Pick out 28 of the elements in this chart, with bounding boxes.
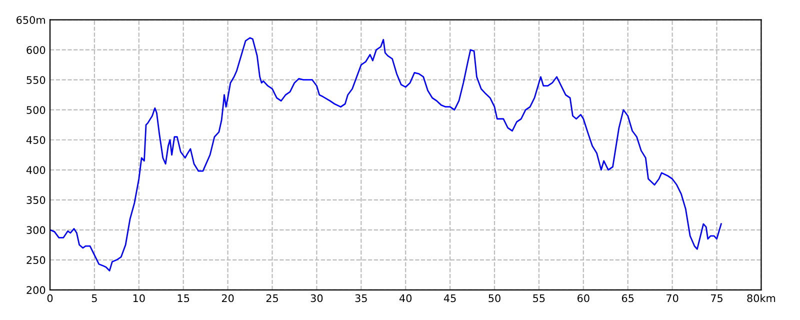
y-tick-label: 250 — [26, 256, 46, 264]
x-tick-label: 10 — [133, 294, 145, 302]
x-tick-label: 50 — [488, 294, 500, 302]
y-tick-label: 400 — [26, 166, 46, 174]
x-tick-label: 65 — [622, 294, 634, 302]
y-tick-label: 450 — [26, 136, 46, 144]
x-tick-label: 30 — [310, 294, 323, 302]
y-tick-label: 200 — [26, 286, 46, 294]
x-tick-label: 55 — [533, 294, 545, 302]
x-tick-label: 15 — [178, 294, 190, 302]
y-tick-label: 350 — [26, 196, 46, 204]
y-tick-label: 550 — [26, 76, 46, 84]
line-series — [50, 37, 722, 272]
x-tick-label: 35 — [355, 294, 367, 302]
y-tick-label: 650m — [16, 16, 45, 24]
x-tick-label: 20 — [222, 294, 234, 302]
x-tick-label: 75 — [710, 294, 722, 302]
y-tick-label: 300 — [26, 226, 46, 234]
x-tick-label: 60 — [578, 294, 590, 302]
y-tick-label: 600 — [26, 46, 46, 54]
x-tick-label: 40 — [399, 294, 412, 302]
x-tick-label: 25 — [266, 294, 278, 302]
x-tick-label: 70 — [666, 294, 678, 302]
y-tick-label: 500 — [26, 106, 46, 114]
x-tick-label: 0 — [47, 294, 53, 302]
x-tick-label: 45 — [444, 294, 456, 302]
x-tick-label: 80km — [747, 294, 776, 302]
x-tick-label: 5 — [92, 294, 97, 302]
